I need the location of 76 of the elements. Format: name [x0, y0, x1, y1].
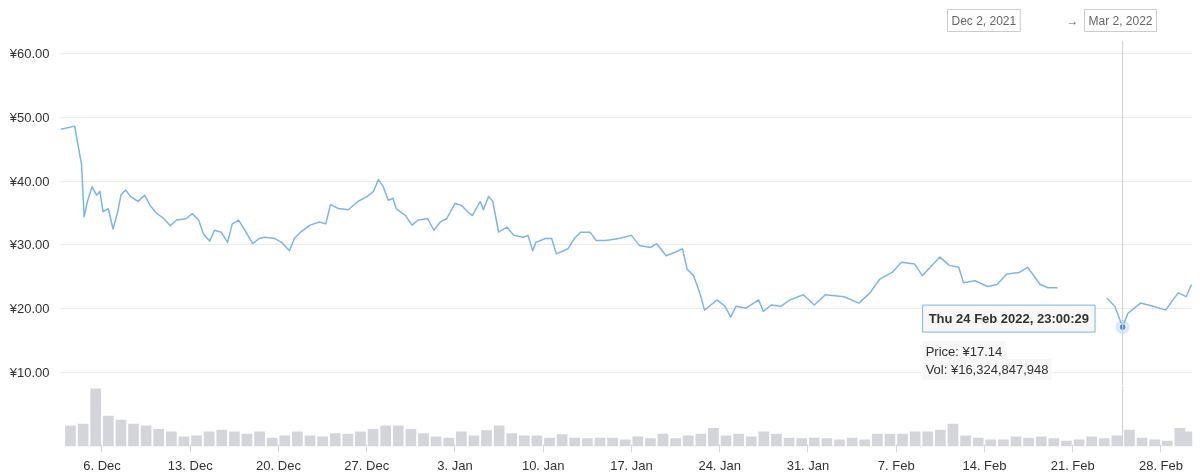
- bar: [254, 431, 265, 447]
- x-tick-label: 31. Jan: [786, 457, 830, 473]
- bar: [645, 438, 656, 447]
- bar: [607, 437, 618, 447]
- bar: [481, 430, 492, 447]
- bar: [745, 436, 757, 447]
- text: Mar 2, 2022: [1088, 13, 1153, 28]
- y-tick-label: ¥10.00: [8, 365, 50, 381]
- bar: [582, 438, 593, 447]
- bar: [758, 431, 770, 447]
- bar: [531, 435, 543, 447]
- bar: [317, 436, 328, 447]
- x-tick-label: 27. Dec: [344, 457, 390, 473]
- bar: [708, 427, 719, 447]
- bar: [355, 431, 366, 447]
- bar: [292, 431, 303, 447]
- annotation: Vol: ¥16,324,847,948: [925, 362, 1049, 378]
- bar: [65, 425, 76, 447]
- bar: [960, 435, 971, 447]
- x-tick-label: 3. Jan: [437, 457, 473, 473]
- y-tick-label: ¥20.00: [8, 301, 50, 317]
- bar: [935, 429, 946, 447]
- bar: [1023, 437, 1034, 447]
- x-tick-label: 21. Feb: [1050, 457, 1095, 473]
- x-tick-label: 14. Feb: [962, 457, 1007, 473]
- bar: [1124, 429, 1135, 447]
- bar: [77, 423, 89, 447]
- bar: [153, 429, 165, 447]
- bar: [771, 433, 782, 447]
- x-tick-label: 20. Dec: [256, 457, 302, 473]
- bar: [1098, 438, 1110, 447]
- bar: [808, 437, 820, 447]
- bar: [380, 425, 392, 447]
- y-tick-label: ¥40.00: [8, 173, 50, 189]
- bar: [102, 415, 114, 447]
- bar: [443, 437, 455, 447]
- bar: [115, 419, 127, 447]
- x-tick-label: 28. Feb: [1138, 457, 1184, 473]
- y-tick-label: ¥60.00: [8, 45, 50, 61]
- x-tick-label: 6. Dec: [83, 457, 122, 473]
- bar: [418, 433, 429, 447]
- bar: [733, 433, 745, 447]
- y-tick-label: ¥30.00: [8, 237, 50, 253]
- x-tick-label: 7. Feb: [877, 457, 915, 473]
- bar: [455, 431, 467, 447]
- bar: [897, 433, 908, 447]
- x-tick-label: 13. Dec: [167, 457, 214, 473]
- bar: [1111, 435, 1123, 447]
- bar: [90, 388, 102, 447]
- bar: [670, 438, 681, 447]
- x-tick-label: 24. Jan: [698, 457, 742, 473]
- y-tick-label: ¥50.00: [8, 109, 50, 125]
- bar: [720, 435, 732, 447]
- bar: [229, 431, 240, 447]
- bar: [821, 438, 833, 447]
- text: →: [1066, 13, 1079, 28]
- bar: [506, 433, 518, 447]
- bar: [405, 429, 417, 447]
- bar: [796, 438, 808, 447]
- bar: [871, 433, 883, 447]
- x-tick-label: 10. Jan: [521, 457, 565, 473]
- bar: [165, 431, 177, 447]
- bar: [304, 435, 316, 447]
- bar: [544, 437, 555, 447]
- annotation: Price: ¥17.14: [925, 344, 1003, 360]
- x-tick-label: 17. Jan: [610, 457, 653, 473]
- bar: [392, 425, 404, 447]
- bar: [191, 435, 202, 447]
- bar: [128, 423, 139, 447]
- bar: [1086, 436, 1097, 447]
- annotation: Thu 24 Feb 2022, 23:00:29: [928, 311, 1090, 327]
- bar: [518, 435, 530, 447]
- bar: [468, 435, 480, 447]
- bar: [367, 429, 379, 447]
- text: Dec 2, 2021: [951, 13, 1017, 28]
- bar: [947, 423, 959, 447]
